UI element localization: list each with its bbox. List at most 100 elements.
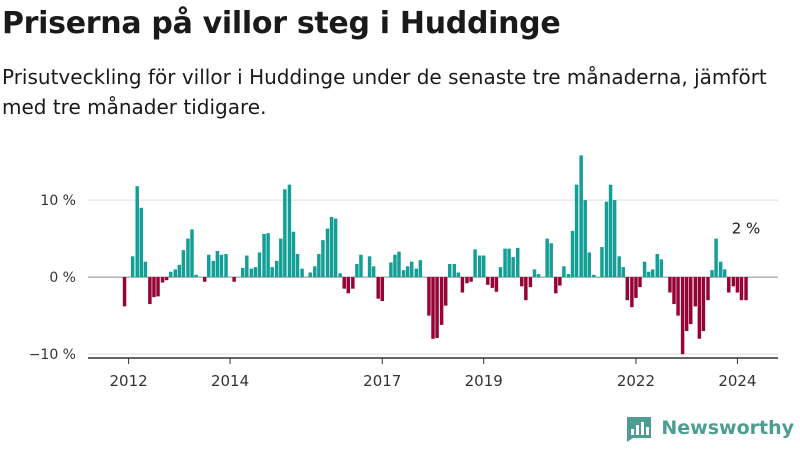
bar bbox=[414, 268, 418, 278]
annotations: 2 % bbox=[732, 220, 761, 238]
bar bbox=[211, 260, 216, 278]
bar bbox=[515, 247, 520, 278]
bar bbox=[338, 273, 342, 278]
bars bbox=[122, 155, 748, 355]
brand-name: Newsworthy bbox=[661, 417, 794, 439]
bar bbox=[245, 255, 249, 278]
newsworthy-logo-icon bbox=[627, 417, 652, 442]
bar bbox=[718, 261, 723, 278]
bar bbox=[405, 266, 410, 278]
bar bbox=[300, 268, 304, 278]
bar bbox=[202, 277, 207, 282]
bar bbox=[219, 254, 224, 278]
bar bbox=[646, 271, 651, 278]
bar bbox=[186, 238, 190, 278]
bar bbox=[706, 277, 710, 301]
bar bbox=[630, 277, 634, 308]
bar bbox=[308, 272, 312, 278]
bar bbox=[143, 261, 148, 278]
bar bbox=[490, 277, 495, 288]
bar bbox=[473, 249, 477, 278]
bar bbox=[668, 277, 672, 293]
bar bbox=[625, 277, 630, 301]
bar bbox=[672, 277, 676, 305]
bar bbox=[452, 264, 457, 278]
bar bbox=[321, 240, 325, 278]
x-tick-label: 2014 bbox=[211, 372, 249, 390]
bar bbox=[638, 277, 642, 288]
bar bbox=[554, 277, 558, 294]
bar bbox=[676, 277, 680, 316]
bar bbox=[511, 257, 515, 278]
bar bbox=[558, 277, 562, 286]
page-title: Priserna på villor steg i Huddinge bbox=[2, 6, 561, 41]
bar bbox=[122, 277, 127, 307]
bar bbox=[279, 238, 283, 278]
bar bbox=[367, 256, 372, 278]
bar bbox=[325, 228, 330, 278]
bar bbox=[735, 277, 740, 293]
bar bbox=[524, 277, 528, 301]
bar bbox=[574, 184, 579, 278]
bar bbox=[342, 277, 346, 289]
bar bbox=[232, 277, 236, 282]
bar bbox=[380, 277, 384, 301]
bar bbox=[287, 184, 292, 278]
bar bbox=[562, 266, 566, 278]
bar bbox=[173, 269, 177, 278]
bar bbox=[731, 277, 736, 287]
bar bbox=[701, 277, 706, 332]
bar bbox=[164, 277, 169, 281]
bar bbox=[215, 250, 220, 278]
bar bbox=[710, 270, 714, 278]
bar bbox=[371, 266, 376, 278]
bar bbox=[536, 274, 541, 278]
bar bbox=[270, 267, 274, 278]
bar bbox=[389, 262, 393, 278]
bar bbox=[224, 254, 228, 278]
bar bbox=[456, 272, 461, 278]
bar bbox=[465, 277, 469, 284]
bar bbox=[409, 261, 414, 278]
bar bbox=[249, 268, 254, 278]
y-axis-ticks: 10 % 0 % −10 % bbox=[29, 193, 76, 363]
bar bbox=[313, 266, 317, 278]
bar bbox=[139, 207, 144, 278]
bar bbox=[507, 248, 511, 278]
bar bbox=[190, 229, 194, 278]
bar bbox=[148, 277, 152, 305]
bar bbox=[317, 254, 321, 278]
bar bbox=[329, 217, 334, 278]
bar bbox=[617, 256, 621, 278]
bar bbox=[469, 277, 473, 282]
bar bbox=[156, 277, 160, 297]
bar bbox=[194, 274, 198, 278]
bar bbox=[621, 267, 625, 278]
bar bbox=[739, 277, 744, 301]
y-tick-label: 0 % bbox=[49, 270, 76, 286]
bar bbox=[435, 277, 439, 338]
x-tick-label: 2017 bbox=[363, 372, 401, 390]
bar bbox=[397, 251, 401, 278]
bar bbox=[291, 231, 296, 278]
bar bbox=[351, 277, 355, 289]
bar bbox=[427, 277, 431, 316]
bar bbox=[693, 277, 698, 307]
bar bbox=[600, 247, 604, 278]
bar bbox=[439, 277, 444, 325]
bar bbox=[482, 255, 486, 278]
bar bbox=[401, 270, 406, 278]
x-axis-ticks: 2012 2014 2017 2019 2022 2024 bbox=[109, 358, 757, 390]
bar bbox=[566, 274, 571, 278]
bar bbox=[418, 260, 423, 278]
bar bbox=[160, 277, 165, 283]
bar bbox=[376, 277, 380, 299]
bar bbox=[684, 277, 689, 332]
bar bbox=[697, 277, 702, 339]
bar bbox=[152, 277, 156, 298]
bar bbox=[532, 269, 537, 278]
bar bbox=[460, 277, 465, 293]
bar bbox=[545, 238, 549, 278]
bar bbox=[722, 269, 727, 278]
